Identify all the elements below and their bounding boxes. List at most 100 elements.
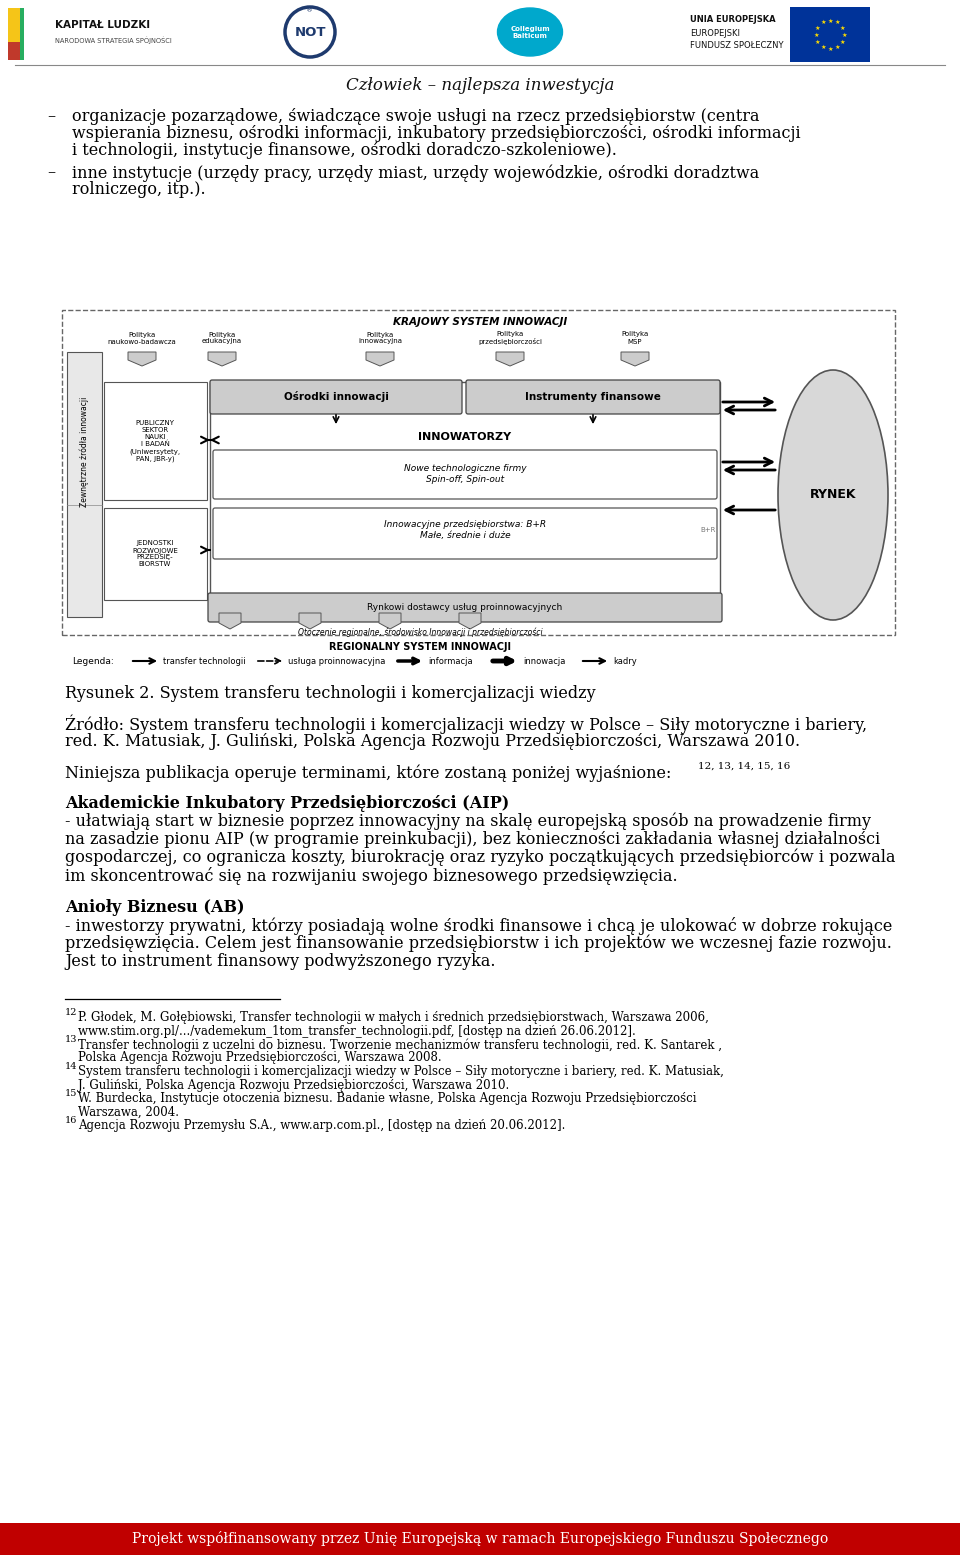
Text: Człowiek – najlepsza inwestycja: Człowiek – najlepsza inwestycja <box>346 76 614 93</box>
Text: INNOWATORZY: INNOWATORZY <box>419 432 512 442</box>
Polygon shape <box>208 351 236 365</box>
Text: Polityka
innowacyjna: Polityka innowacyjna <box>358 331 402 345</box>
Text: EUROPEJSKI: EUROPEJSKI <box>690 28 740 37</box>
Text: gospodarczej, co ogranicza koszty, biurokrację oraz ryzyko początkujących przeds: gospodarczej, co ogranicza koszty, biuro… <box>65 849 896 866</box>
Text: Agencja Rozwoju Przemysłu S.A., www.arp.com.pl., [dostęp na dzień 20.06.2012].: Agencja Rozwoju Przemysłu S.A., www.arp.… <box>78 1120 565 1132</box>
Text: 14: 14 <box>65 1062 78 1071</box>
Text: 13: 13 <box>65 1036 78 1043</box>
FancyBboxPatch shape <box>213 449 717 499</box>
Text: ★: ★ <box>839 25 845 31</box>
Text: Legenda:: Legenda: <box>72 656 113 666</box>
Bar <box>104 383 207 501</box>
Text: na zasadzie pionu AIP (w programie preinkubacji), bez konieczności zakładania wł: na zasadzie pionu AIP (w programie prein… <box>65 830 880 847</box>
Text: Niniejsza publikacja operuje terminami, które zostaną poniżej wyjaśnione:: Niniejsza publikacja operuje terminami, … <box>65 765 671 782</box>
Text: ★: ★ <box>815 25 821 31</box>
Text: RYNEK: RYNEK <box>809 488 856 502</box>
Text: red. K. Matusiak, J. Guliński, Polska Agencja Rozwoju Przedsiębiorczości, Warsza: red. K. Matusiak, J. Guliński, Polska Ag… <box>65 732 800 750</box>
Text: PUBLICZNY
SEKTOR
NAUKI
I BADAŃ
(Uniwersytety,
PAN, JBR-y): PUBLICZNY SEKTOR NAUKI I BADAŃ (Uniwersy… <box>130 420 180 462</box>
Text: Instrumenty finansowe: Instrumenty finansowe <box>525 392 660 403</box>
Text: 15: 15 <box>65 1088 78 1098</box>
Text: ★: ★ <box>834 45 840 50</box>
Text: UNIA EUROPEJSKA: UNIA EUROPEJSKA <box>690 16 776 25</box>
Text: Źródło: System transferu technologii i komercjalizacji wiedzy w Polsce – Siły mo: Źródło: System transferu technologii i k… <box>65 715 867 734</box>
Ellipse shape <box>497 8 563 56</box>
Text: i technologii, instytucje finansowe, ośrodki doradczo-szkoleniowe).: i technologii, instytucje finansowe, ośr… <box>72 142 617 159</box>
Text: Zewnętrzne źródła innowacji: Zewnętrzne źródła innowacji <box>80 397 88 507</box>
Polygon shape <box>128 351 156 365</box>
Text: kadry: kadry <box>613 656 636 666</box>
Text: informacja: informacja <box>428 656 472 666</box>
Text: –: – <box>47 107 55 124</box>
Text: Polityka
przedsiębiorczości: Polityka przedsiębiorczości <box>478 331 542 345</box>
Text: P. Głodek, M. Gołębiowski, Transfer technologii w małych i średnich przedsiębior: P. Głodek, M. Gołębiowski, Transfer tech… <box>78 1011 708 1025</box>
Text: –: – <box>47 163 55 180</box>
Text: Anioły Biznesu (AB): Anioły Biznesu (AB) <box>65 899 245 916</box>
Text: NOT: NOT <box>295 25 325 39</box>
Text: 16: 16 <box>65 1116 78 1124</box>
Polygon shape <box>379 613 401 630</box>
FancyBboxPatch shape <box>466 379 720 414</box>
Bar <box>0 1522 960 1555</box>
FancyBboxPatch shape <box>213 508 717 558</box>
Bar <box>790 8 870 62</box>
Text: Projekt współfinansowany przez Unię Europejską w ramach Europejskiego Funduszu S: Projekt współfinansowany przez Unię Euro… <box>132 1532 828 1547</box>
Text: ★: ★ <box>820 20 826 25</box>
Bar <box>8 42 20 61</box>
Text: Polityka
edukacyjna: Polityka edukacyjna <box>202 331 242 345</box>
Polygon shape <box>621 351 649 365</box>
Text: Otoczenie regionalne, środowisko Innowacji i przedsiębiorczości: Otoczenie regionalne, środowisko Innowac… <box>298 627 542 636</box>
Text: transfer technologii: transfer technologii <box>163 656 246 666</box>
Polygon shape <box>366 351 394 365</box>
Text: - inwestorzy prywatni, którzy posiadają wolne środki finansowe i chcą je ulokowa: - inwestorzy prywatni, którzy posiadają … <box>65 917 893 935</box>
Text: inne instytucje (urzędy pracy, urzędy miast, urzędy wojewódzkie, ośrodki doradzt: inne instytucje (urzędy pracy, urzędy mi… <box>72 163 759 182</box>
Text: usługa proinnowacyjna: usługa proinnowacyjna <box>288 656 385 666</box>
Text: ★: ★ <box>813 33 819 37</box>
Bar <box>8 8 20 42</box>
Bar <box>104 508 207 600</box>
Text: JEDNOSTKI
ROZWOJOWE
PRZEDSIĘ-
BIORSTW: JEDNOSTKI ROZWOJOWE PRZEDSIĘ- BIORSTW <box>132 541 178 568</box>
Text: im skoncentrować się na rozwijaniu swojego biznesowego przedsięwzięcia.: im skoncentrować się na rozwijaniu swoje… <box>65 868 678 885</box>
Text: Nowe technologiczne firmy
Spin-off, Spin-out: Nowe technologiczne firmy Spin-off, Spin… <box>404 465 526 484</box>
Text: - ułatwiają start w biznesie poprzez innowacyjny na skalę europejską sposób na p: - ułatwiają start w biznesie poprzez inn… <box>65 813 871 830</box>
Text: ★: ★ <box>815 39 821 45</box>
Bar <box>210 383 720 614</box>
Text: 12: 12 <box>65 1008 78 1017</box>
Text: W. Burdecka, Instytucje otoczenia biznesu. Badanie własne, Polska Agencja Rozwoj: W. Burdecka, Instytucje otoczenia biznes… <box>78 1092 697 1106</box>
Text: KRAJOWY SYSTEM INNOWACJI: KRAJOWY SYSTEM INNOWACJI <box>393 317 567 327</box>
Text: www.stim.org.pl/.../vademekum_1tom_transfer_technologii.pdf, [dostęp na dzień 26: www.stim.org.pl/.../vademekum_1tom_trans… <box>78 1025 636 1037</box>
Text: J. Guliński, Polska Agencja Rozwoju Przedsiębiorczości, Warszawa 2010.: J. Guliński, Polska Agencja Rozwoju Prze… <box>78 1079 509 1092</box>
Text: Ośrodki innowacji: Ośrodki innowacji <box>283 392 389 403</box>
Bar <box>20 8 24 61</box>
Text: 12, 13, 14, 15, 16: 12, 13, 14, 15, 16 <box>698 762 790 771</box>
Text: rolniczego, itp.).: rolniczego, itp.). <box>72 180 205 197</box>
Text: ★: ★ <box>820 45 826 50</box>
Text: ★: ★ <box>828 19 833 23</box>
Text: ★: ★ <box>828 47 833 51</box>
Text: Polityka
MŚP: Polityka MŚP <box>621 331 649 345</box>
Text: B+R: B+R <box>700 527 715 533</box>
Text: Polityka
naukowo-badawcza: Polityka naukowo-badawcza <box>108 331 177 345</box>
Text: Jest to instrument finansowy podwyższonego ryzyka.: Jest to instrument finansowy podwyższone… <box>65 953 495 970</box>
Text: wspierania biznesu, ośrodki informacji, inkubatory przedsiębiorczości, ośrodki i: wspierania biznesu, ośrodki informacji, … <box>72 124 801 142</box>
Polygon shape <box>299 613 321 630</box>
Text: Rysunek 2. System transferu technologii i komercjalizacji wiedzy: Rysunek 2. System transferu technologii … <box>65 686 595 701</box>
Ellipse shape <box>778 370 888 620</box>
Text: innowacja: innowacja <box>523 656 565 666</box>
Text: FUNDUSZ SPOŁECZNY: FUNDUSZ SPOŁECZNY <box>690 42 783 50</box>
FancyBboxPatch shape <box>208 592 722 622</box>
Polygon shape <box>496 351 524 365</box>
Bar <box>62 309 895 634</box>
Text: Akademickie Inkubatory Przedsiębiorczości (AIP): Akademickie Inkubatory Przedsiębiorczośc… <box>65 795 509 812</box>
Text: przedsięwzięcia. Celem jest finansowanie przedsiębiorstw i ich projektów we wcze: przedsięwzięcia. Celem jest finansowanie… <box>65 935 892 953</box>
Text: Transfer technologii z uczelni do biznesu. Tworzenie mechanizmów transferu techn: Transfer technologii z uczelni do biznes… <box>78 1039 722 1051</box>
Text: REGIONALNY SYSTEM INNOWACJI: REGIONALNY SYSTEM INNOWACJI <box>329 642 511 652</box>
Bar <box>8 8 20 61</box>
Text: ★: ★ <box>839 39 845 45</box>
Text: Polska Agencja Rozwoju Przedsiębiorczości, Warszawa 2008.: Polska Agencja Rozwoju Przedsiębiorczośc… <box>78 1051 442 1065</box>
Text: Warszawa, 2004.: Warszawa, 2004. <box>78 1106 179 1118</box>
Text: ★: ★ <box>834 20 840 25</box>
Polygon shape <box>459 613 481 630</box>
Text: Collegium
Balticum: Collegium Balticum <box>510 25 550 39</box>
Text: organizacje pozarządowe, świadczące swoje usługi na rzecz przedsiębiorstw (centr: organizacje pozarządowe, świadczące swoj… <box>72 107 759 124</box>
Text: NARODOWA STRATEGIA SPÓJNOŚCI: NARODOWA STRATEGIA SPÓJNOŚCI <box>55 36 172 44</box>
